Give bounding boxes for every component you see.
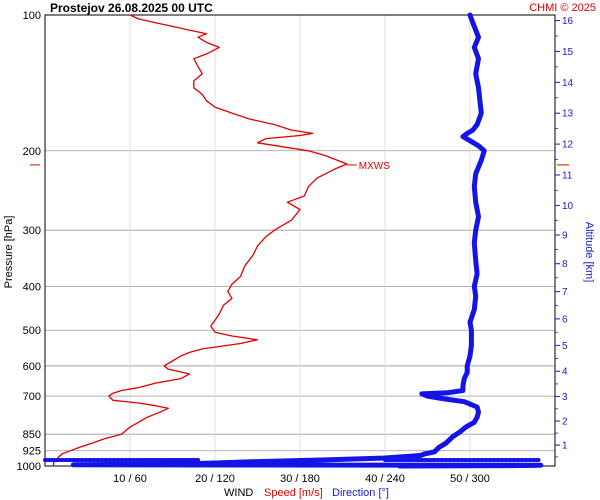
x-tick-label-30: 30 / 180 (280, 473, 320, 485)
speed-direction-axis: 10 / 60 20 / 120 30 / 180 40 / 240 50 / 300 (113, 473, 490, 485)
pressure-tick-label-925: 925 (23, 446, 41, 458)
altitude-tick-label-16: 16 (562, 16, 574, 27)
altitude-tick-label-1: 1 (562, 441, 568, 452)
footer-speed: Speed [m/s] (264, 487, 323, 499)
altitude-tick-label-9: 9 (562, 230, 568, 241)
pressure-tick-label-500: 500 (23, 325, 41, 337)
x-tick-label-20: 20 / 120 (195, 473, 235, 485)
series-group (43, 12, 544, 469)
altitude-tick-label-11: 11 (562, 170, 573, 181)
pressure-axis: 100 200 300 400 500 600 700 850 925 1000 (17, 10, 41, 473)
speed-series-line (52, 14, 348, 466)
altitude-tick-label-14: 14 (562, 78, 574, 89)
altitude-tick-label-3: 3 (562, 392, 568, 403)
pressure-tick-label-200: 200 (23, 146, 41, 158)
footer-wind: WIND (224, 487, 253, 499)
altitude-tick-label-7: 7 (562, 287, 568, 298)
pressure-axis-label: Pressure [hPa] (3, 216, 15, 289)
altitude-axis-label: Altitude [km] (583, 222, 595, 283)
x-tick-label-50: 50 / 300 (450, 473, 490, 485)
altitude-tick-label-5: 5 (562, 341, 568, 352)
pressure-tick-label-1000: 1000 (17, 461, 41, 473)
direction-series-line (70, 12, 544, 469)
altitude-tick-label-2: 2 (562, 417, 568, 428)
grid (45, 14, 555, 467)
altitude-tick-label-12: 12 (562, 140, 574, 151)
altitude-tick-label-10: 10 (562, 201, 574, 212)
altitude-tick-label-8: 8 (562, 259, 568, 270)
mxws-label: MXWS (359, 161, 390, 172)
altitude-tick-label-13: 13 (562, 109, 574, 120)
pressure-tick-label-700: 700 (23, 391, 41, 403)
altitude-tick-label-4: 4 (562, 367, 568, 378)
annotation-group: MXWS (30, 161, 569, 172)
x-tick-label-40: 40 / 240 (365, 473, 405, 485)
altitude-tick-label-6: 6 (562, 314, 568, 325)
x-tick-label-10: 10 / 60 (113, 473, 147, 485)
footer-direction: Direction [°] (332, 487, 389, 499)
chart-title: Prostejov 26.08.2025 00 UTC (50, 1, 213, 15)
pressure-tick-label-600: 600 (23, 361, 41, 373)
credit-label: CHMI © 2025 (529, 2, 596, 14)
pressure-tick-label-100: 100 (23, 10, 41, 22)
pressure-tick-label-850: 850 (23, 429, 41, 441)
pressure-tick-label-400: 400 (23, 282, 41, 294)
altitude-tick-label-15: 15 (562, 47, 574, 58)
pressure-tick-label-300: 300 (23, 225, 41, 237)
